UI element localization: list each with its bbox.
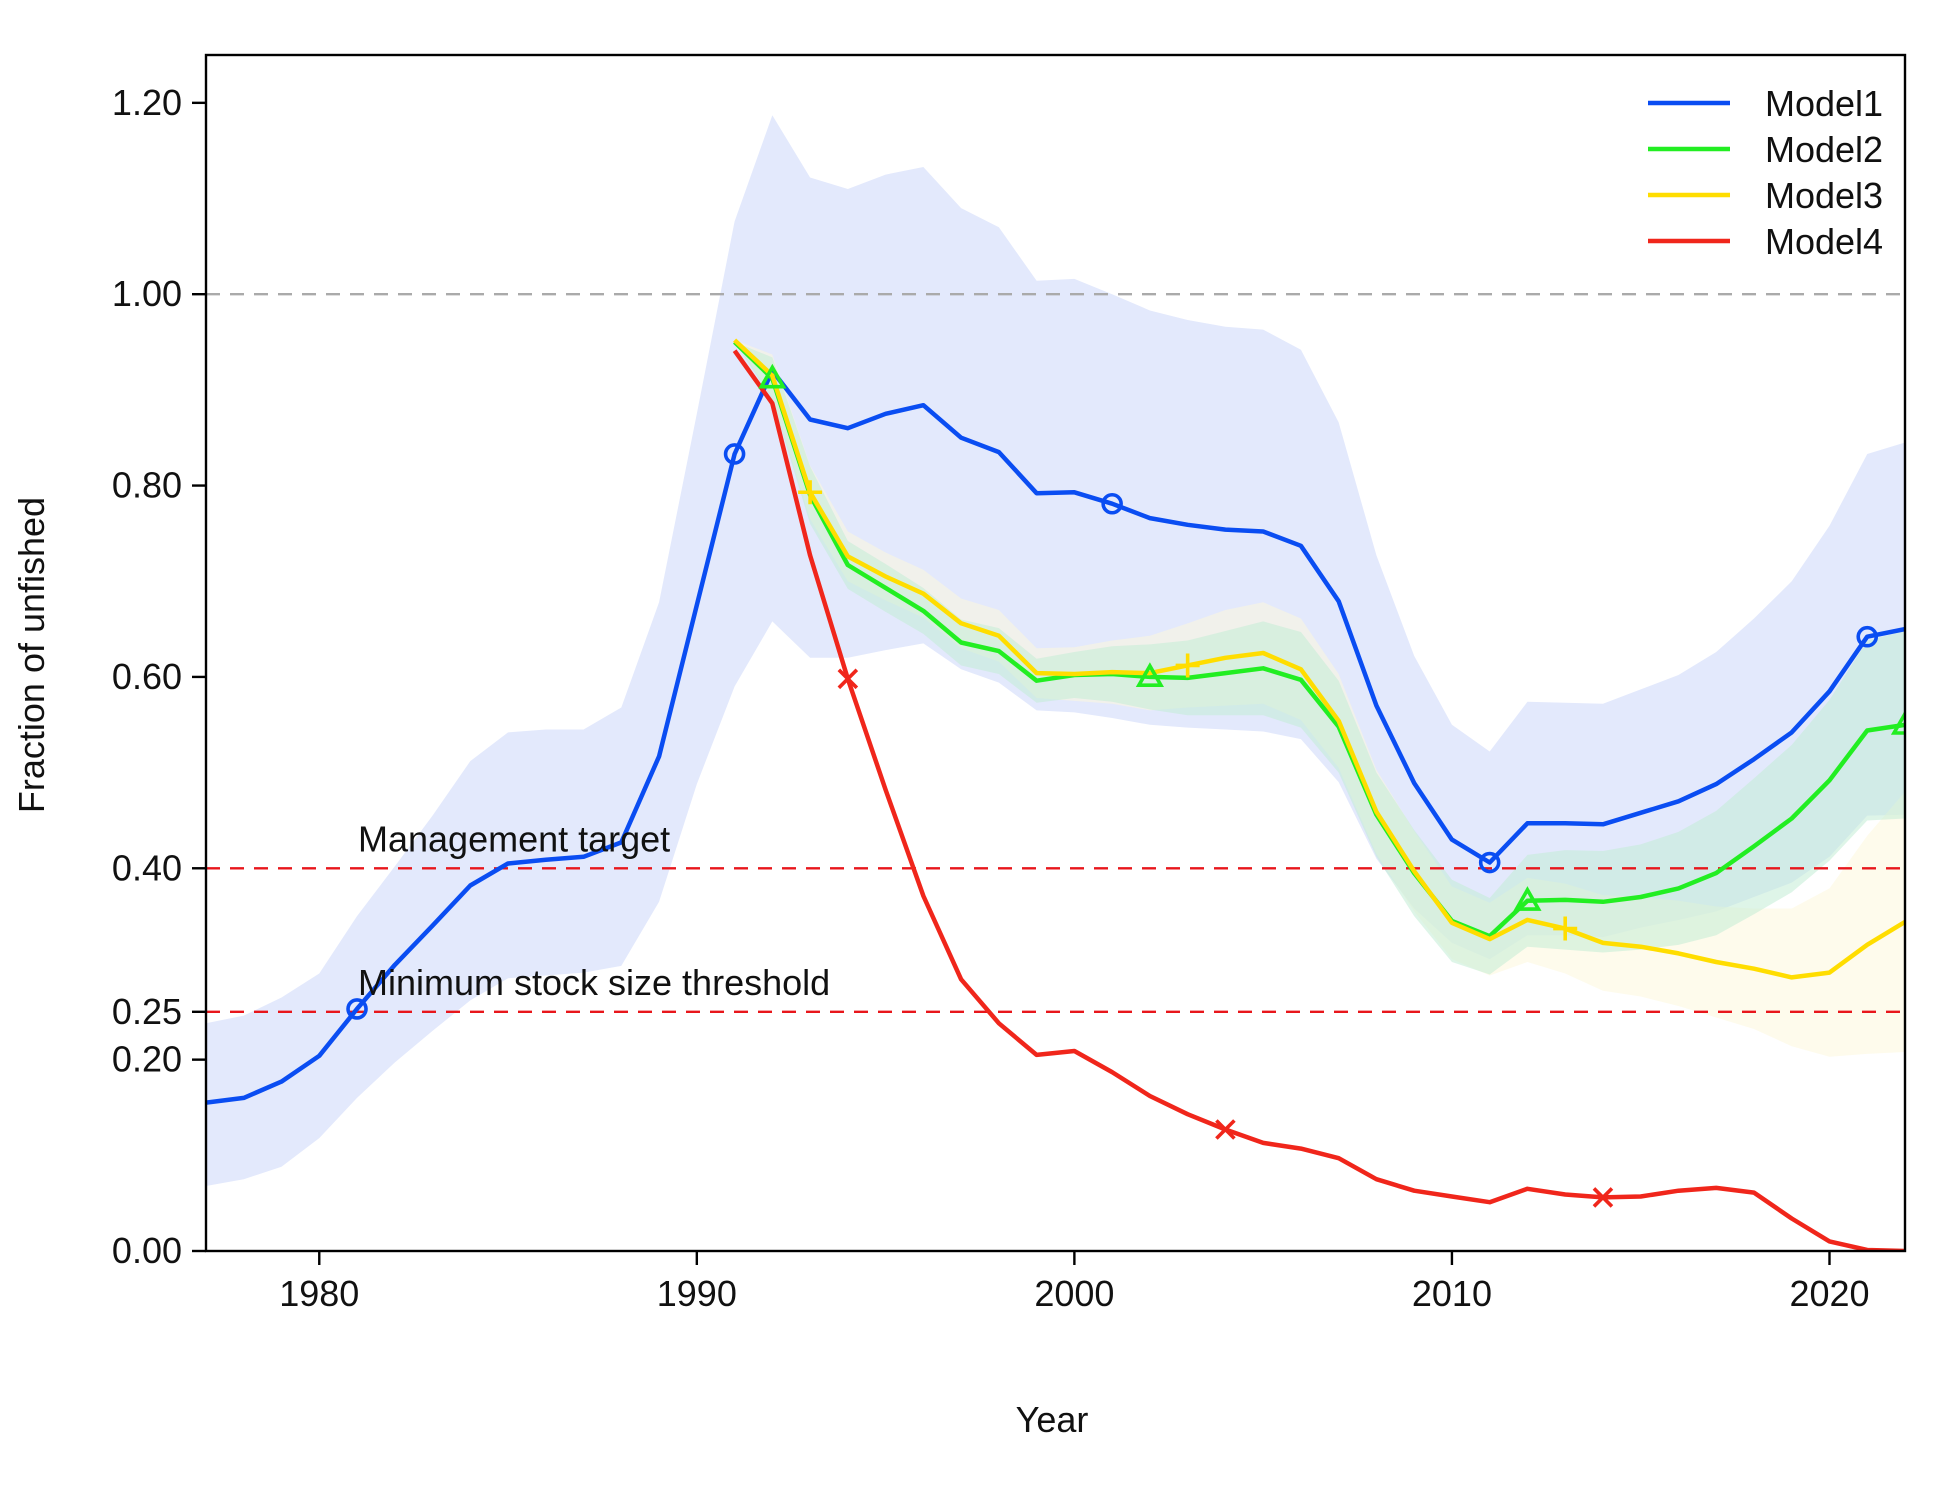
marker-model1-2001 — [1101, 492, 1123, 515]
x-tick-label-1990: 1990 — [657, 1273, 737, 1314]
series-line-model3 — [733, 338, 1905, 980]
marker-model1-1981 — [346, 998, 368, 1020]
marker-model2-2012 — [1513, 886, 1542, 911]
series-markers — [346, 363, 1905, 1208]
x-tick-label-2000: 2000 — [1034, 1273, 1114, 1314]
axes: Management target Minimum stock size thre… — [112, 53, 1907, 1314]
series-line-model4 — [732, 349, 1905, 1251]
marker-model4-2004 — [1215, 1119, 1236, 1140]
y-tick-label-5: 0.80 — [112, 465, 182, 506]
marker-model1-1991 — [723, 443, 746, 465]
x-axis-title: Year — [1016, 1399, 1089, 1440]
legend-label-model4: Model4 — [1765, 221, 1883, 262]
marker-model4-2014 — [1592, 1187, 1614, 1208]
uncertainty-bands — [206, 115, 1905, 1186]
series-line-model1 — [206, 368, 1905, 1105]
y-tick-label-1: 0.20 — [112, 1039, 182, 1080]
y-tick-label-4: 0.60 — [112, 656, 182, 697]
plot-frame — [204, 53, 1907, 1253]
y-tick-label-2: 0.25 — [112, 991, 182, 1032]
y-axis-title: Fraction of unfished — [11, 497, 52, 813]
marker-model2-1992 — [758, 363, 787, 389]
marker-model1-2021 — [1856, 625, 1879, 648]
y-tick-label-3: 0.40 — [112, 847, 182, 888]
x-tick-label-1980: 1980 — [279, 1273, 359, 1314]
legend-label-model1: Model1 — [1765, 83, 1883, 124]
marker-model1-2011 — [1478, 851, 1501, 874]
y-tick-label-0: 0.00 — [112, 1230, 182, 1271]
series-line-model2 — [733, 340, 1905, 939]
marker-model2-2002 — [1135, 662, 1164, 687]
reference-lines — [206, 293, 1905, 1013]
x-tick-label-2010: 2010 — [1412, 1273, 1492, 1314]
marker-model3-2013 — [1553, 916, 1578, 941]
series-lines — [206, 338, 1905, 1251]
reference-label-1: Management target — [358, 818, 670, 859]
legend-label-model3: Model3 — [1765, 175, 1883, 216]
marker-model4-1994 — [837, 668, 859, 690]
y-tick-label-6: 1.00 — [112, 273, 182, 314]
marker-model3-1993 — [798, 480, 823, 505]
x-tick-label-2020: 2020 — [1789, 1273, 1869, 1314]
marker-model3-2003 — [1175, 653, 1200, 678]
legend: Model1 Model2 Model3 Model4 — [1648, 83, 1883, 262]
marker-model2-2022 — [1890, 710, 1905, 735]
y-tick-label-7: 1.20 — [112, 82, 182, 123]
band-model2 — [734, 342, 1905, 975]
legend-label-model2: Model2 — [1765, 129, 1883, 170]
reference-label-2: Minimum stock size threshold — [358, 962, 830, 1003]
